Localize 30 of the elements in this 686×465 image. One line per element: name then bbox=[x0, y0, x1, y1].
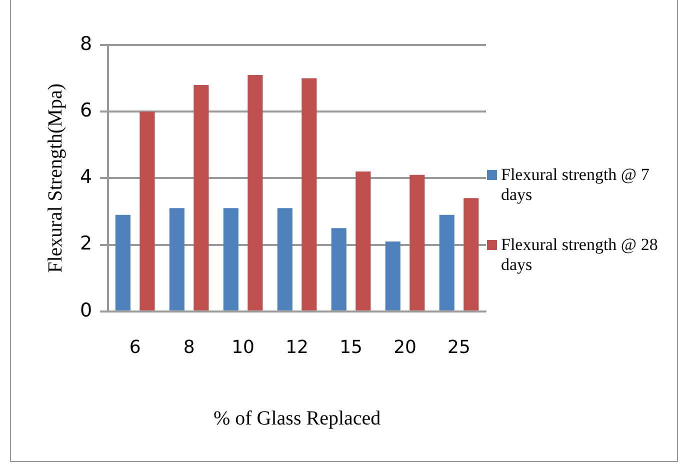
y-tick-label: 2 bbox=[80, 232, 92, 255]
y-axis-title: Flexural Strength(Mpa) bbox=[44, 83, 66, 273]
y-tick-label: 6 bbox=[80, 100, 92, 122]
bar bbox=[169, 208, 184, 310]
bar bbox=[140, 112, 155, 310]
bar bbox=[194, 84, 209, 310]
bar bbox=[331, 228, 346, 310]
legend-label: Flexural strength @ 7 days bbox=[501, 165, 650, 205]
legend-label: Flexural strength @ 28 days bbox=[501, 235, 659, 275]
bar bbox=[302, 78, 317, 310]
y-tick-label: 8 bbox=[80, 32, 92, 55]
x-tick-label: 20 bbox=[394, 336, 416, 358]
bar bbox=[223, 208, 238, 310]
bar bbox=[248, 74, 263, 310]
x-tick-label: 25 bbox=[448, 336, 470, 358]
bar bbox=[385, 241, 400, 310]
x-tick-label: 10 bbox=[232, 336, 255, 358]
x-tick-label: 12 bbox=[286, 336, 308, 358]
bar bbox=[410, 174, 425, 310]
bar bbox=[464, 198, 479, 310]
bar bbox=[356, 172, 371, 310]
x-tick-label: 6 bbox=[129, 336, 141, 358]
bar bbox=[439, 214, 454, 310]
x-axis-title: % of Glass Replaced bbox=[213, 407, 381, 430]
x-tick-label: 15 bbox=[340, 336, 362, 358]
x-tick-label: 8 bbox=[183, 336, 195, 358]
y-tick-label: 4 bbox=[80, 166, 92, 188]
bar bbox=[115, 214, 130, 310]
bar bbox=[277, 208, 292, 310]
y-tick-label: 0 bbox=[80, 299, 92, 322]
